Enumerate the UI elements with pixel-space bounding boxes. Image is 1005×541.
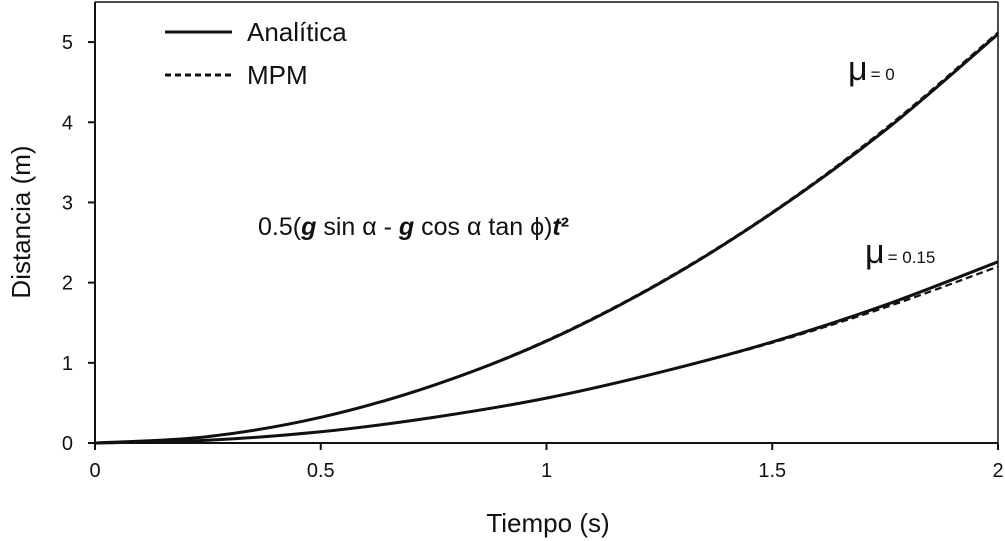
x-tick-label: 2 xyxy=(992,460,1003,482)
y-tick-label: 2 xyxy=(62,273,73,295)
ticks-layer: 0 0.5 1 1.5 2 0 1 2 3 4 5 xyxy=(62,32,1004,482)
mu-015-label: μ = 0.15 xyxy=(865,233,935,271)
x-tick-label: 0.5 xyxy=(307,460,335,482)
legend: Analítica MPM xyxy=(165,17,347,90)
y-tick-label: 5 xyxy=(62,32,73,54)
y-tick-label: 4 xyxy=(62,112,73,134)
x-axis-title: Tiempo (s) xyxy=(486,508,609,538)
y-tick-label: 0 xyxy=(62,433,73,455)
formula-annotation: 0.5(g sin α - g cos α tan ϕ)t² xyxy=(258,213,569,241)
y-axis-title: Distancia (m) xyxy=(6,145,36,298)
x-tick-label: 1.5 xyxy=(758,460,786,482)
mu-zero-label: μ = 0 xyxy=(848,50,895,88)
legend-label-analitica: Analítica xyxy=(247,17,347,47)
y-tick-label: 1 xyxy=(62,353,73,375)
x-tick-label: 0 xyxy=(89,460,100,482)
y-tick-label: 3 xyxy=(62,192,73,214)
series-line-mpm-0-15 xyxy=(94,265,999,445)
series-line-mpm-0 xyxy=(94,31,999,445)
x-tick-label: 1 xyxy=(541,460,552,482)
series-layer xyxy=(94,31,999,445)
series-line-anal-tica-0-15 xyxy=(94,260,999,445)
legend-label-mpm: MPM xyxy=(247,60,308,90)
